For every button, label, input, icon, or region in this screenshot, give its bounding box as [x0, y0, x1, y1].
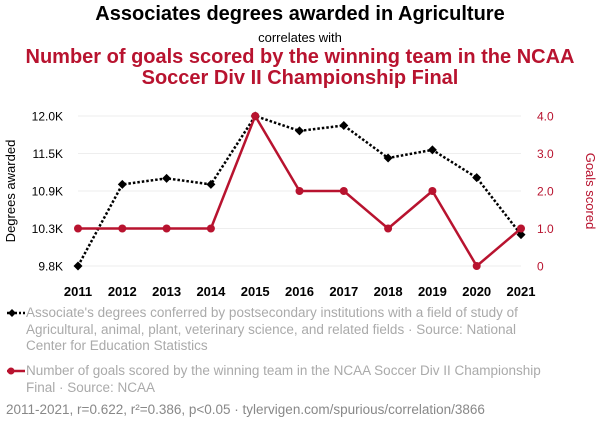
series-goals-point — [384, 224, 393, 233]
series-goals-point — [472, 262, 481, 270]
y-left-axis-title: Degrees awarded — [3, 140, 18, 243]
series-goals-point — [339, 187, 348, 195]
series-degrees-point — [295, 126, 304, 136]
series-degrees-point — [117, 179, 127, 189]
chart-title: Associates degrees awarded in Agricultur… — [95, 3, 505, 25]
x-tick-label: 2013 — [152, 284, 181, 299]
y-right-tick-label: 3.0 — [537, 147, 554, 161]
x-tick-label: 2021 — [507, 284, 536, 299]
axes: 0 9.8K 1.0 10.3K 2.0 10.9K 3.0 11.5K 4.0 12.0K 201… — [3, 110, 598, 300]
series-degrees-point — [206, 179, 216, 189]
series-degrees-point — [472, 173, 482, 183]
dotted-line-diamond-icon — [7, 309, 25, 317]
y-right-tick-label: 2.0 — [537, 185, 554, 199]
x-tick-label: 2015 — [241, 284, 270, 299]
y-left-tick-label: 11.5K — [33, 147, 63, 161]
line-circle-icon — [7, 367, 25, 375]
y-left-tick-label: 10.3K — [32, 222, 63, 236]
series-degrees-point — [516, 230, 526, 240]
legend-label: Associate's degrees conferred by postsec… — [26, 305, 518, 353]
x-tick-label: 2018 — [374, 284, 403, 299]
y-left-tick-label: 10.9K — [32, 185, 63, 199]
series-goals-point — [517, 224, 525, 233]
x-tick-label: 2011 — [64, 284, 92, 299]
series-goals-point — [118, 224, 127, 233]
x-tick-label: 2012 — [108, 284, 137, 299]
series-goals-point — [295, 187, 304, 195]
series-goals-point — [162, 224, 171, 233]
series-degrees-point — [162, 173, 172, 183]
series-goals-point — [74, 224, 82, 233]
series-degrees-point — [383, 153, 393, 163]
x-tick-label: 2017 — [329, 284, 358, 299]
chart-subtitle: Number of goals scored by the winning te… — [25, 46, 575, 89]
series-goals-point — [206, 224, 215, 233]
chart-connector: correlates with — [258, 30, 342, 45]
y-right-tick-label: 0 — [537, 260, 544, 274]
series-degrees-point — [73, 261, 83, 271]
x-tick-label: 2014 — [196, 284, 226, 299]
series — [73, 111, 526, 271]
footer-stats: 2011-2021, r=0.622, r²=0.386, p<0.05 · t… — [6, 402, 485, 417]
legend-label: Number of goals scored by the winning te… — [26, 363, 541, 395]
x-tick-label: 2019 — [418, 284, 447, 299]
series-goals-point — [251, 112, 260, 120]
y-left-tick-label: 12.0K — [32, 110, 63, 124]
x-tick-label: 2020 — [462, 284, 491, 299]
series-degrees-point — [427, 145, 437, 155]
series-degrees-point — [339, 120, 349, 130]
y-right-tick-label: 1.0 — [537, 222, 554, 236]
y-right-axis-title: Goals scored — [583, 153, 598, 230]
series-goals-point — [428, 187, 437, 195]
y-left-tick-label: 9.8K — [38, 260, 63, 274]
x-tick-label: 2016 — [285, 284, 314, 299]
y-right-tick-label: 4.0 — [537, 110, 554, 124]
